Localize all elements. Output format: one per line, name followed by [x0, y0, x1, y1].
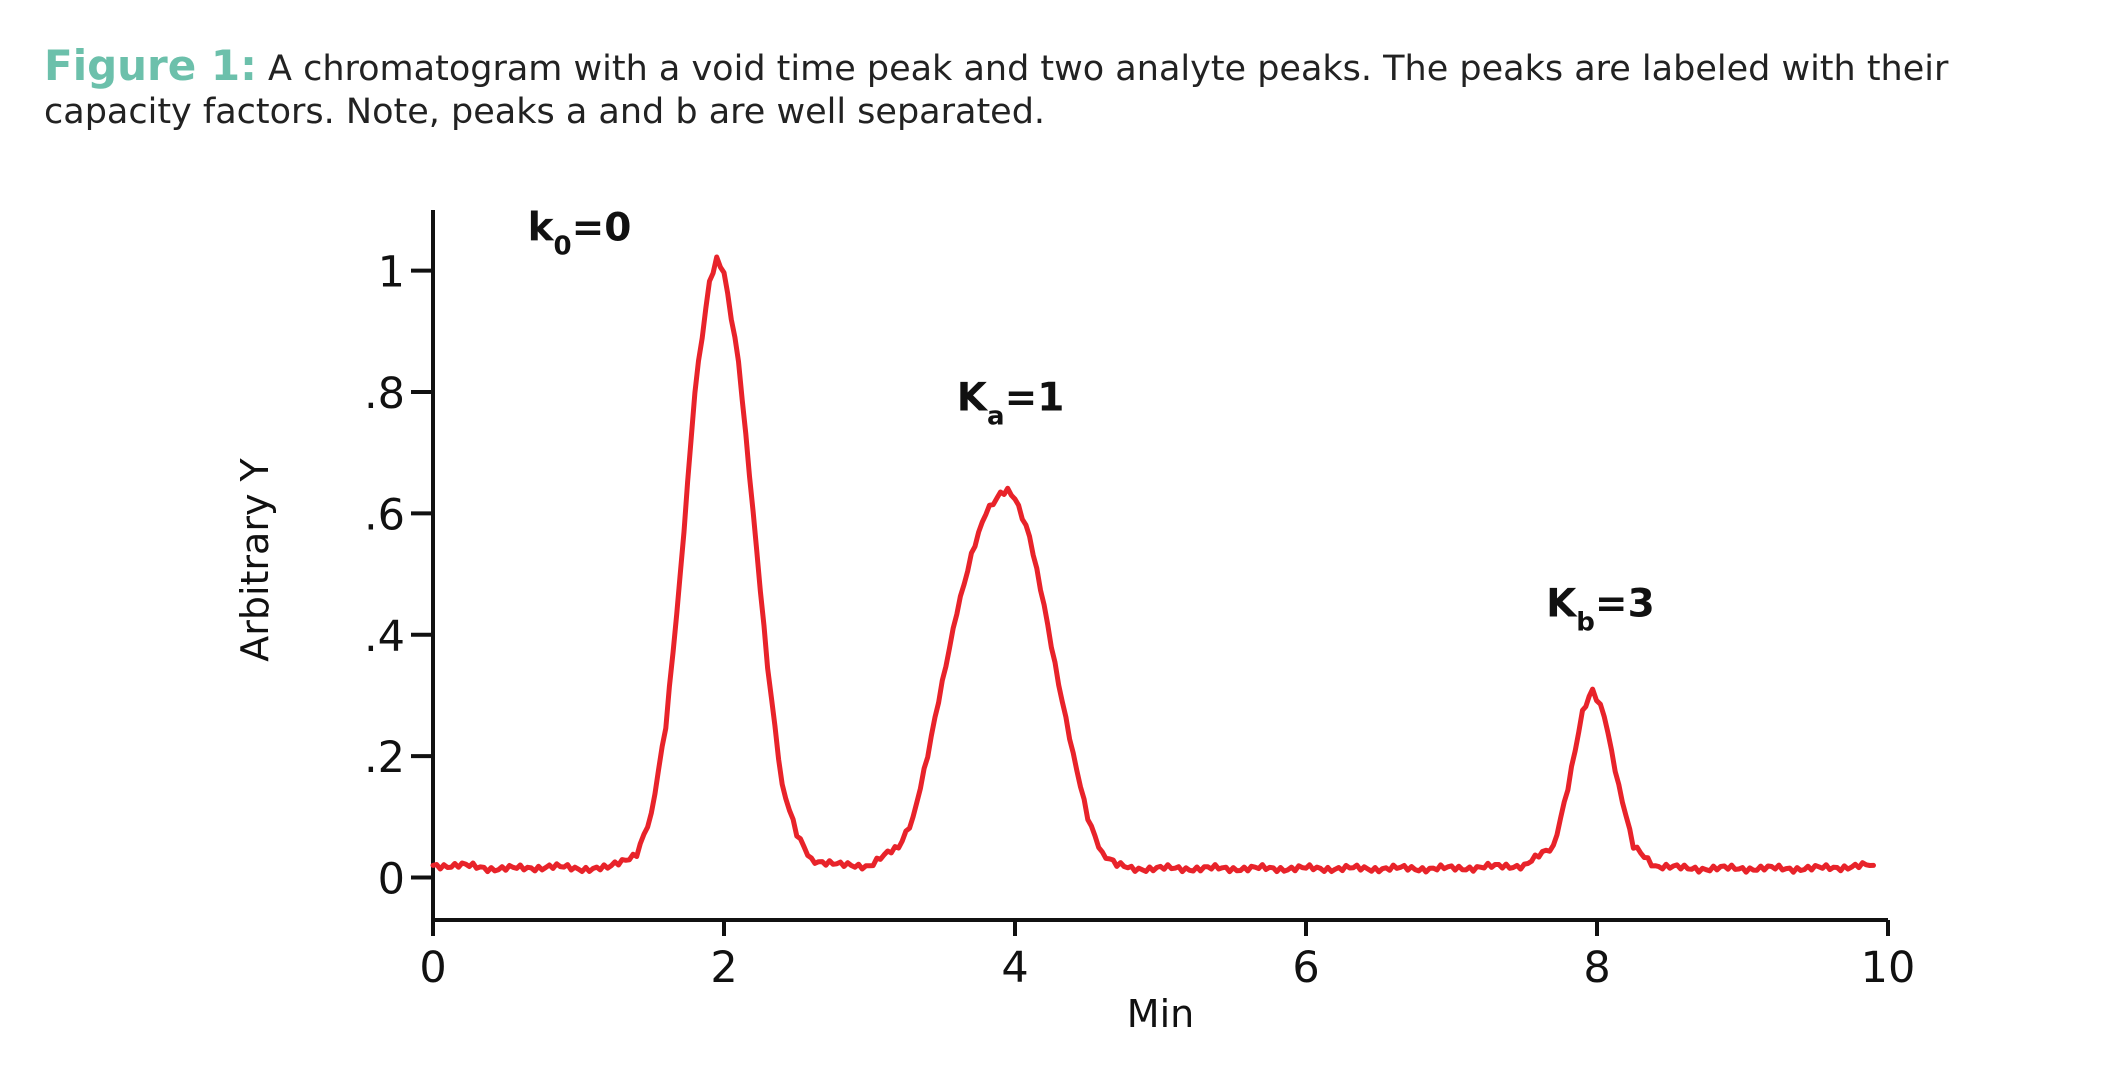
peak-label-0: k0=0 — [528, 205, 632, 261]
figure-label: Figure 1: — [44, 41, 257, 90]
y-axis-label: Arbitrary Y — [233, 457, 277, 661]
y-tick-label: .6 — [364, 490, 405, 540]
x-tick-label: 4 — [1001, 943, 1028, 993]
ticks: 0 2 4 6 8 10 0 .2 .4 .6 .8 1 — [364, 248, 1915, 993]
y-tick-label: 1 — [378, 248, 405, 298]
y-tick-label: 0 — [378, 855, 405, 905]
x-tick-label: 10 — [1861, 943, 1916, 993]
figure-caption-text: A chromatogram with a void time peak and… — [44, 49, 1949, 132]
axis-labels: Min Arbitrary Y — [233, 457, 1194, 1036]
x-tick-label: 8 — [1583, 943, 1610, 993]
series-group — [430, 254, 1876, 875]
y-tick-label: .4 — [364, 612, 405, 662]
x-tick-label: 2 — [710, 943, 737, 993]
peak-label-2: Kb=3 — [1546, 582, 1655, 638]
y-tick-label: .8 — [364, 369, 405, 419]
figure-caption: Figure 1: A chromatogram with a void tim… — [44, 44, 2044, 134]
peak-annotations: k0=0 Ka=1 Kb=3 — [528, 205, 1655, 637]
chromatogram-trace — [430, 254, 1876, 875]
axes — [431, 210, 1888, 922]
peak-label-1: Ka=1 — [957, 375, 1065, 431]
x-tick-label: 0 — [419, 943, 446, 993]
x-axis-label: Min — [1127, 992, 1194, 1036]
y-tick-label: .2 — [364, 733, 405, 783]
x-tick-label: 6 — [1292, 943, 1319, 993]
